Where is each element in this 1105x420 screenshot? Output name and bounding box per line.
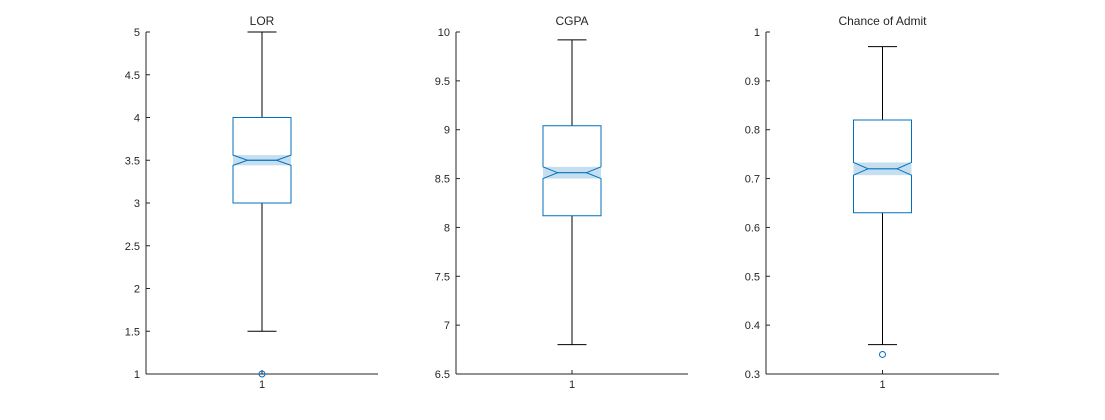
y-tick-label: 0.5 bbox=[745, 271, 760, 283]
outlier-point bbox=[258, 370, 266, 378]
x-tick-label: 1 bbox=[879, 379, 885, 391]
y-tick-label: 0.7 bbox=[745, 174, 760, 186]
x-tick-label: 1 bbox=[259, 379, 265, 391]
y-tick-label: 1 bbox=[754, 27, 760, 39]
notched-box bbox=[542, 125, 602, 217]
y-tick-label: 8.5 bbox=[435, 174, 450, 186]
y-tick-label: 1.5 bbox=[125, 326, 140, 338]
y-tick-label: 0.6 bbox=[745, 222, 760, 234]
y-tick-label: 8 bbox=[444, 222, 450, 234]
y-tick-label: 2 bbox=[134, 284, 140, 296]
y-tick-label: 4 bbox=[134, 113, 140, 125]
y-tick-label: 3.5 bbox=[125, 155, 140, 167]
y-tick-label: 0.8 bbox=[745, 125, 760, 137]
y-tick-label: 9.5 bbox=[435, 76, 450, 88]
panel-title: LOR bbox=[250, 14, 275, 28]
y-tick-label: 4.5 bbox=[125, 70, 140, 82]
panel-2: 6.5 7 7.5 8 8.5 9 9.5 10 1 CGPA bbox=[435, 14, 688, 391]
panel-title: CGPA bbox=[555, 14, 588, 28]
y-tick-label: 3 bbox=[134, 198, 140, 210]
y-tick-label: 5 bbox=[134, 27, 140, 39]
x-tick-label: 1 bbox=[569, 379, 575, 391]
y-tick-label: 0.9 bbox=[745, 76, 760, 88]
y-tick-label: 1 bbox=[134, 369, 140, 381]
y-tick-label: 9 bbox=[444, 125, 450, 137]
y-tick-label: 7 bbox=[444, 320, 450, 332]
outlier-point bbox=[879, 350, 886, 358]
panel-title: Chance of Admit bbox=[838, 14, 927, 28]
notched-box bbox=[232, 117, 292, 204]
panel-3: 0.3 0.4 0.5 0.6 0.7 0.8 0.9 1 1 Chance of Admit bbox=[745, 14, 999, 391]
y-tick-label: 6.5 bbox=[435, 369, 450, 381]
y-tick-label: 0.3 bbox=[745, 369, 760, 381]
y-tick-label: 0.4 bbox=[745, 320, 760, 332]
panel-1: 1 1.5 2 2.5 3 3.5 4 4.5 5 1 LOR bbox=[125, 14, 378, 391]
y-tick-label: 7.5 bbox=[435, 271, 450, 283]
notched-box bbox=[853, 119, 912, 214]
y-tick-label: 2.5 bbox=[125, 241, 140, 253]
y-tick-label: 10 bbox=[438, 27, 450, 39]
